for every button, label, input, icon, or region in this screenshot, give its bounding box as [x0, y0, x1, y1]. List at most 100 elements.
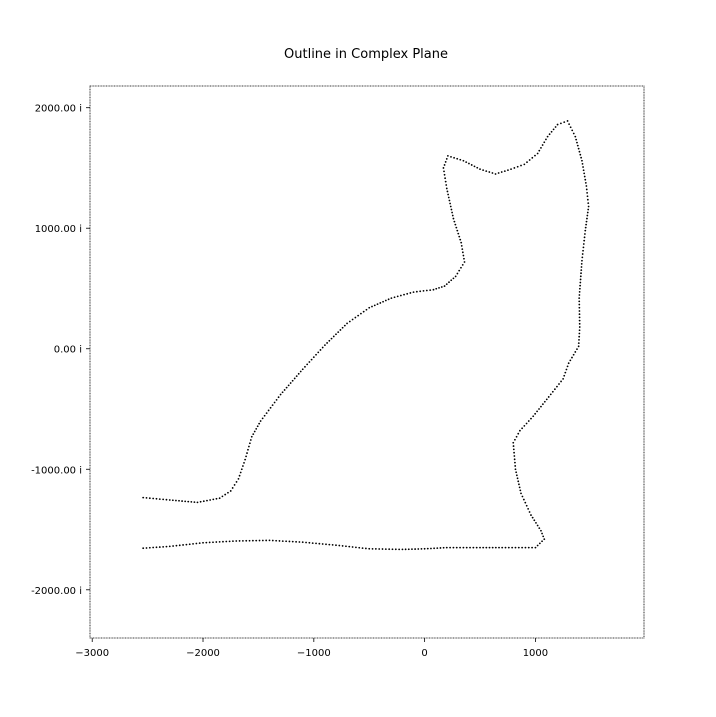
- outline-point: [235, 540, 238, 542]
- outline-point: [442, 546, 445, 549]
- outline-point: [330, 337, 333, 340]
- outline-point: [463, 261, 466, 263]
- outline-point: [536, 524, 539, 527]
- outline-point: [364, 547, 367, 550]
- outline-point: [178, 499, 180, 502]
- outline-point: [579, 281, 582, 284]
- outline-point: [578, 319, 581, 322]
- outline-point: [574, 135, 577, 138]
- outline-point: [503, 170, 506, 172]
- outline-point: [246, 452, 248, 454]
- outline-point: [390, 297, 393, 300]
- outline-point: [465, 161, 468, 164]
- outline-point: [556, 385, 558, 388]
- outline-point: [404, 548, 407, 551]
- outline-point: [456, 272, 459, 275]
- outline-point: [580, 272, 582, 275]
- outline-point: [578, 339, 580, 341]
- outline-point: [232, 540, 234, 543]
- outline-point: [239, 471, 242, 474]
- outline-point: [572, 353, 575, 356]
- outline-point: [563, 121, 566, 124]
- outline-point: [429, 289, 432, 291]
- outline-point: [453, 220, 456, 223]
- outline-point: [452, 546, 455, 549]
- outline-point: [460, 241, 463, 244]
- outline-point: [305, 541, 307, 544]
- outline-point: [587, 202, 590, 205]
- outline-point: [577, 147, 580, 150]
- outline-point: [475, 546, 478, 549]
- outline-point: [384, 548, 387, 551]
- outline-point: [285, 386, 288, 389]
- outline-point: [524, 501, 527, 504]
- outline-point: [558, 383, 560, 385]
- outline-point: [527, 507, 530, 510]
- outline-point: [253, 430, 256, 433]
- outline-point: [578, 303, 581, 306]
- outline-point: [524, 546, 527, 549]
- outline-point: [407, 548, 410, 551]
- outline-point: [530, 514, 532, 516]
- outline-point: [568, 123, 570, 125]
- outline-point: [188, 543, 191, 546]
- outline-point: [583, 175, 586, 178]
- outline-point: [565, 368, 568, 371]
- outline-point: [378, 548, 381, 550]
- outline-point: [536, 410, 538, 413]
- outline-point: [449, 202, 451, 205]
- outline-point: [297, 372, 300, 375]
- outline-point: [368, 306, 371, 309]
- outline-point: [540, 146, 542, 149]
- outline-point: [415, 290, 418, 293]
- outline-point: [142, 496, 145, 499]
- outline-point: [575, 138, 578, 141]
- outline-point: [541, 540, 543, 543]
- outline-point: [516, 477, 519, 480]
- outline-point: [419, 290, 422, 293]
- outline-point: [445, 187, 448, 190]
- outline-point: [202, 541, 204, 544]
- outline-point: [403, 293, 405, 296]
- outline-point: [513, 455, 516, 457]
- outline-point: [269, 406, 272, 409]
- outline-point: [578, 294, 581, 296]
- outline-point: [293, 377, 296, 380]
- outline-point: [412, 291, 415, 293]
- outline-point: [571, 356, 573, 359]
- outline-point: [258, 422, 261, 425]
- outline-point: [261, 417, 264, 420]
- outline-point: [228, 540, 231, 543]
- outline-point: [289, 382, 292, 384]
- outline-point: [445, 283, 448, 286]
- y-tick-label: -2000.00 i: [31, 586, 82, 597]
- outline-point: [168, 499, 171, 501]
- outline-point: [443, 170, 445, 173]
- outline-point: [227, 491, 229, 494]
- outline-point: [585, 188, 588, 191]
- outline-point: [394, 548, 397, 551]
- outline-point: [468, 162, 470, 165]
- outline-point: [514, 465, 517, 467]
- outline-point: [445, 158, 448, 160]
- outline-point: [409, 292, 412, 294]
- outline-point: [283, 389, 286, 391]
- outline-point: [449, 546, 451, 549]
- outline-point: [321, 346, 324, 349]
- outline-point: [543, 141, 546, 144]
- outline-point: [267, 409, 270, 412]
- outline-point: [304, 365, 306, 368]
- outline-point: [181, 500, 183, 502]
- outline-point: [512, 445, 515, 447]
- outline-point: [531, 546, 533, 549]
- outline-point: [218, 497, 221, 500]
- outline-point: [510, 168, 512, 171]
- outline-point: [145, 547, 148, 549]
- outline-point: [222, 540, 224, 543]
- outline-point: [488, 171, 491, 173]
- outline-point: [584, 233, 586, 235]
- outline-point: [245, 455, 247, 458]
- outline-point: [538, 542, 541, 545]
- outline-point: [578, 313, 581, 316]
- outline-point: [583, 172, 586, 175]
